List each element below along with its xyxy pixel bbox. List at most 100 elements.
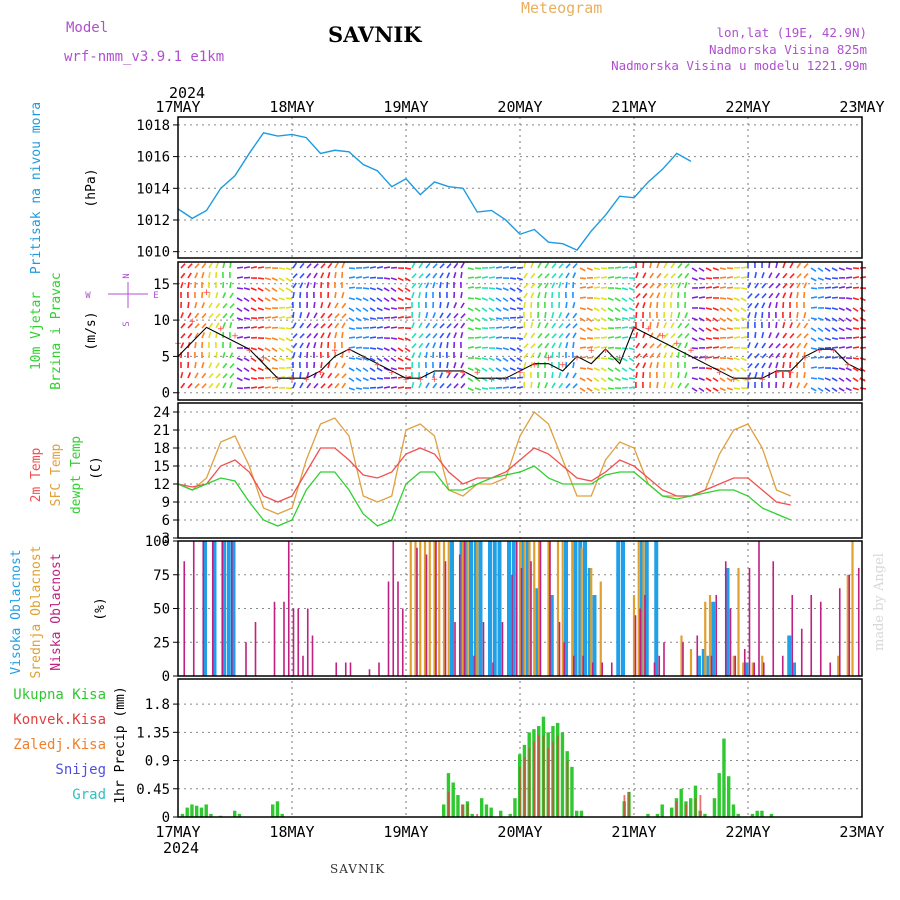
cloud-bar-2	[463, 541, 466, 676]
wind-arrow	[516, 386, 524, 389]
wind-arrow	[838, 327, 845, 332]
cloud-tick-label: 100	[145, 534, 170, 550]
precip-conv-bar	[542, 735, 545, 817]
wind-arrow	[481, 317, 488, 322]
wind-arrow	[299, 282, 304, 289]
wind-arrow	[194, 312, 200, 319]
wind-arrow	[523, 343, 529, 349]
cloud-bar-2	[273, 601, 276, 676]
wind-arrow	[719, 367, 726, 372]
pressure-tick-label: 1014	[136, 181, 170, 197]
wind-arrow	[348, 327, 356, 331]
wind-arrow	[614, 377, 621, 382]
wind-arrow	[593, 327, 600, 331]
wind-arrow	[236, 367, 243, 373]
wind-arrow	[698, 267, 705, 272]
cloud-bar-2	[344, 662, 347, 676]
wind-arrow	[439, 263, 445, 269]
wind-arrow	[824, 387, 831, 393]
wind-arrow	[250, 347, 257, 351]
wind-arrow	[782, 343, 788, 349]
wind-arrow	[201, 362, 205, 369]
wind-arrow	[411, 332, 417, 339]
wind-arrow	[327, 372, 333, 379]
cloud-bar-2	[435, 541, 437, 676]
wind-arrow	[446, 361, 449, 369]
wind-arrow	[824, 267, 831, 272]
wind-arrow	[670, 282, 675, 289]
wind-arrow	[551, 311, 555, 319]
wind-arrow	[761, 362, 766, 369]
wind-arrow	[705, 307, 713, 311]
wind-arrow	[369, 287, 376, 291]
precip-total-bar	[712, 798, 717, 817]
wind-arrow	[761, 302, 766, 309]
cloud-bar-2	[454, 622, 456, 676]
cloud-bar-2	[539, 541, 542, 676]
wind-arrow	[635, 342, 641, 349]
compass-north: N	[122, 273, 132, 278]
wind-arrow	[810, 356, 818, 359]
wind-arrow	[243, 266, 251, 269]
wind-arrow	[404, 267, 412, 270]
wind-arrow	[579, 327, 586, 332]
wind-arrow	[390, 277, 397, 281]
wind-arrow	[488, 297, 495, 302]
wind-arrow	[334, 322, 340, 329]
wind-arrow	[544, 342, 550, 349]
wind-arrow	[579, 346, 587, 349]
wind-arrow	[341, 331, 344, 339]
wind-arrow	[593, 307, 600, 312]
wind-arrow	[768, 302, 772, 309]
gust-mark: +	[730, 375, 738, 385]
wind-arrow	[733, 307, 740, 313]
wind-arrow	[453, 362, 457, 369]
precip-total-bar	[204, 804, 208, 817]
wind-arrow	[684, 272, 690, 279]
model-label: Model	[66, 20, 109, 36]
wind-arrow	[845, 307, 852, 312]
wind-arrow	[789, 382, 793, 389]
wind-arrow	[530, 381, 533, 389]
precip-total-bar	[679, 788, 683, 817]
wind-arrow	[572, 272, 577, 279]
wind-arrow	[600, 327, 608, 330]
temp-tick-label: 24	[153, 405, 170, 421]
wind-arrow	[824, 356, 832, 359]
wind-arrow	[285, 277, 292, 282]
wind-arrow	[789, 342, 795, 349]
wind-arrow	[432, 382, 438, 389]
precip-conv-bar	[547, 748, 550, 817]
wind-arrow	[817, 267, 824, 273]
wind-arrow	[460, 322, 466, 329]
wind-arrow	[726, 367, 733, 372]
wind-arrow	[306, 382, 312, 389]
wind-arrow	[474, 297, 482, 301]
wind-arrow	[845, 377, 852, 383]
cloud-bar-0	[787, 635, 792, 676]
wind-arrow	[572, 383, 578, 389]
wind-arrow	[278, 267, 286, 270]
wind-arrow	[628, 357, 635, 362]
wind-arrow	[551, 351, 554, 359]
wind-arrow	[488, 307, 495, 312]
wind-arrow	[600, 377, 607, 382]
wind-arrow	[509, 297, 516, 302]
wind-arrow	[810, 277, 817, 282]
dewpoint-line	[177, 465, 792, 527]
wind-arrow	[782, 283, 788, 289]
gust-mark: +	[231, 332, 239, 342]
x-tick-top: 23MAY	[839, 98, 884, 116]
cloud-bar-0	[644, 541, 649, 676]
panel-frame-3	[177, 540, 863, 677]
wind-arrow	[551, 282, 556, 289]
wind-arrow	[201, 332, 206, 339]
wind-arrow	[649, 283, 655, 289]
wind-arrow	[796, 273, 802, 279]
wind-arrow	[474, 387, 481, 391]
precip-conv-bar	[528, 748, 531, 817]
cloud-bar-2	[810, 595, 813, 676]
wind-arrow	[537, 381, 541, 389]
wind-arrow	[327, 272, 331, 279]
cloud-bar-1	[537, 541, 541, 676]
